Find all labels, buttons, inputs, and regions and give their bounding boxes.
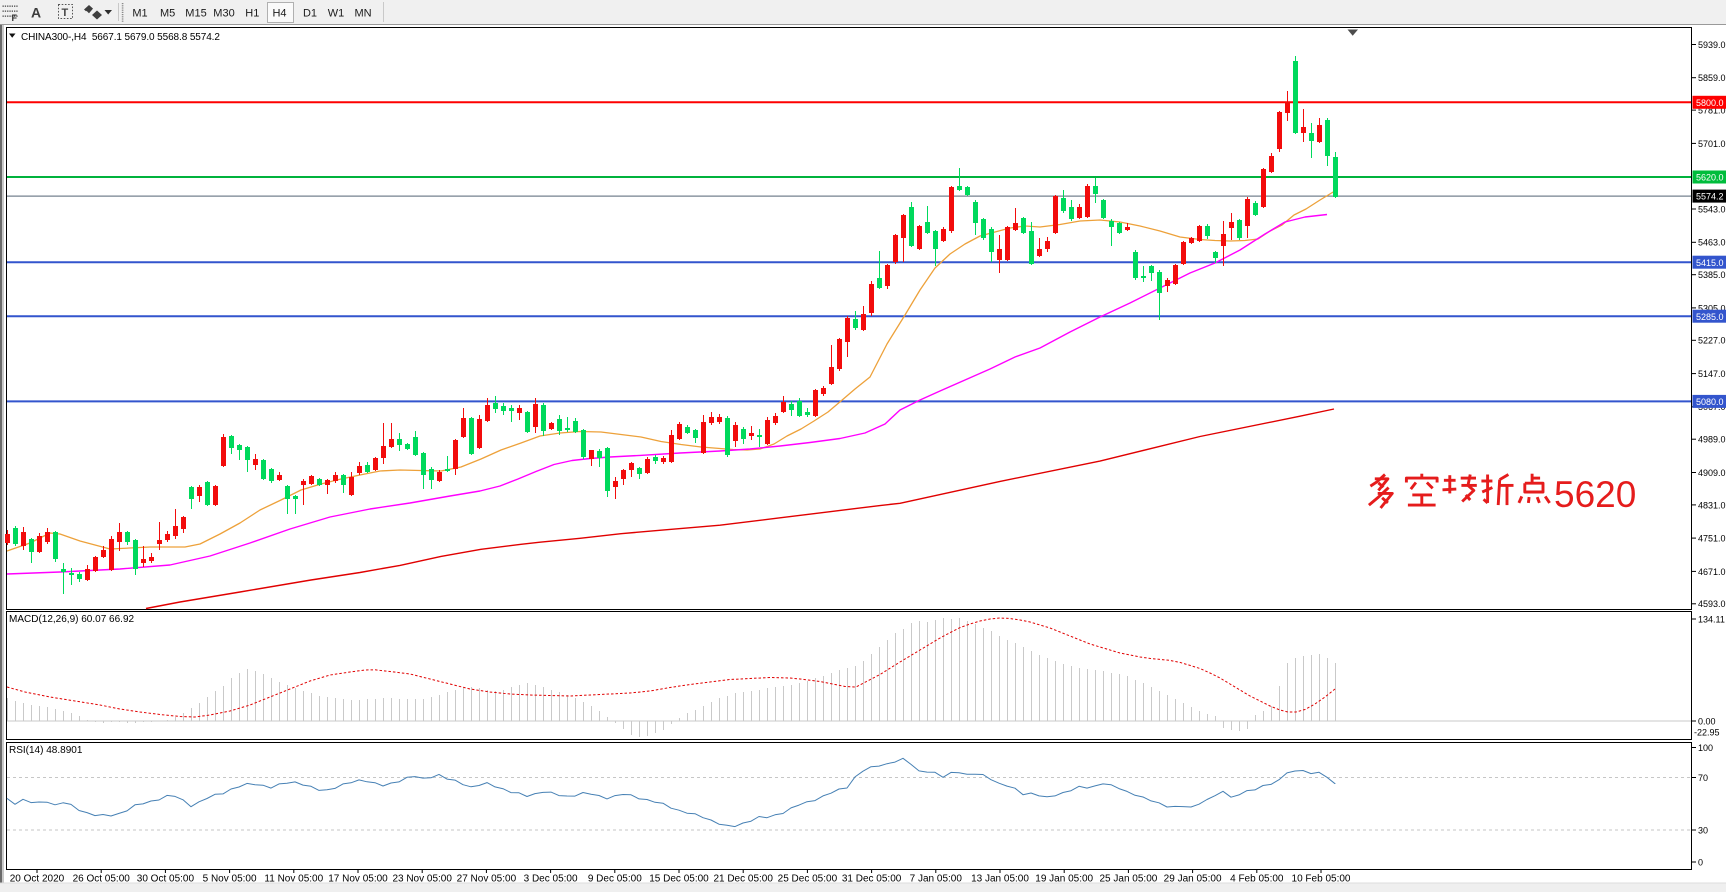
- svg-text:W1: W1: [328, 8, 345, 20]
- svg-text:100: 100: [1698, 743, 1713, 753]
- svg-text:30 Oct 05:00: 30 Oct 05:00: [137, 874, 195, 885]
- svg-text:9 Dec 05:00: 9 Dec 05:00: [588, 874, 642, 885]
- svg-text:CHINA300-,H4 5667.1 5679.0 55: CHINA300-,H4 5667.1 5679.0 5568.8 5574.2: [21, 32, 220, 43]
- svg-text:11 Nov 05:00: 11 Nov 05:00: [264, 874, 323, 885]
- svg-text:19 Jan 05:00: 19 Jan 05:00: [1035, 874, 1093, 885]
- svg-text:5463.0: 5463.0: [1698, 238, 1726, 248]
- svg-text:A: A: [31, 5, 41, 21]
- svg-text:5147.0: 5147.0: [1698, 369, 1726, 379]
- svg-text:31 Dec 05:00: 31 Dec 05:00: [842, 874, 902, 885]
- svg-text:20 Oct 2020: 20 Oct 2020: [10, 874, 65, 885]
- svg-text:MN: MN: [354, 8, 371, 20]
- svg-text:26 Oct 05:00: 26 Oct 05:00: [73, 874, 131, 885]
- svg-text:4989.0: 4989.0: [1698, 435, 1726, 445]
- svg-text:70: 70: [1698, 773, 1708, 783]
- svg-text:5701.0: 5701.0: [1698, 139, 1726, 149]
- svg-text:H1: H1: [245, 8, 259, 20]
- svg-text:0: 0: [1698, 857, 1703, 867]
- svg-text:T: T: [62, 7, 69, 19]
- svg-text:134.11: 134.11: [1698, 614, 1725, 624]
- svg-text:7 Jan 05:00: 7 Jan 05:00: [910, 874, 963, 885]
- svg-text:4909.0: 4909.0: [1698, 468, 1726, 478]
- svg-text:H4: H4: [272, 8, 286, 20]
- svg-text:29 Jan 05:00: 29 Jan 05:00: [1164, 874, 1222, 885]
- svg-text:5620.0: 5620.0: [1696, 173, 1724, 183]
- svg-text:21 Dec 05:00: 21 Dec 05:00: [713, 874, 773, 885]
- svg-text:30: 30: [1698, 825, 1708, 835]
- svg-text:23 Nov 05:00: 23 Nov 05:00: [392, 874, 452, 885]
- svg-text:5080.0: 5080.0: [1696, 397, 1724, 407]
- svg-text:4 Feb 05:00: 4 Feb 05:00: [1230, 874, 1284, 885]
- svg-text:M15: M15: [185, 8, 206, 20]
- svg-text:5305.0: 5305.0: [1698, 303, 1726, 313]
- svg-text:5 Nov 05:00: 5 Nov 05:00: [203, 874, 257, 885]
- svg-text:5620: 5620: [1554, 474, 1636, 515]
- svg-text:M1: M1: [132, 8, 147, 20]
- svg-text:RSI(14) 48.8901: RSI(14) 48.8901: [9, 745, 83, 756]
- svg-text:17 Nov 05:00: 17 Nov 05:00: [328, 874, 388, 885]
- svg-text:5415.0: 5415.0: [1696, 258, 1724, 268]
- svg-text:3 Dec 05:00: 3 Dec 05:00: [524, 874, 578, 885]
- svg-text:4831.0: 4831.0: [1698, 500, 1726, 510]
- svg-text:5781.0: 5781.0: [1698, 106, 1726, 116]
- svg-text:5939.0: 5939.0: [1698, 40, 1726, 50]
- svg-text:15 Dec 05:00: 15 Dec 05:00: [649, 874, 709, 885]
- svg-text:MACD(12,26,9) 60.07 66.92: MACD(12,26,9) 60.07 66.92: [9, 614, 135, 625]
- svg-text:-22.95: -22.95: [1694, 727, 1720, 737]
- svg-text:5543.0: 5543.0: [1698, 204, 1726, 214]
- svg-text:4593.0: 4593.0: [1698, 599, 1726, 609]
- svg-text:25 Dec 05:00: 25 Dec 05:00: [778, 874, 838, 885]
- svg-text:4751.0: 4751.0: [1698, 534, 1726, 544]
- svg-text:5385.0: 5385.0: [1698, 270, 1726, 280]
- svg-text:M5: M5: [160, 8, 175, 20]
- svg-text:0.00: 0.00: [1698, 716, 1716, 726]
- svg-text:D1: D1: [303, 8, 317, 20]
- svg-text:5574.2: 5574.2: [1696, 192, 1724, 202]
- svg-text:5800.0: 5800.0: [1696, 98, 1724, 108]
- svg-text:5227.0: 5227.0: [1698, 336, 1726, 346]
- svg-text:10 Feb 05:00: 10 Feb 05:00: [1292, 874, 1351, 885]
- svg-text:5285.0: 5285.0: [1696, 312, 1724, 322]
- svg-text:13 Jan 05:00: 13 Jan 05:00: [971, 874, 1029, 885]
- svg-text:25 Jan 05:00: 25 Jan 05:00: [1099, 874, 1157, 885]
- svg-text:27 Nov 05:00: 27 Nov 05:00: [457, 874, 517, 885]
- svg-text:M30: M30: [213, 8, 234, 20]
- svg-text:F: F: [12, 13, 18, 23]
- svg-text:4671.0: 4671.0: [1698, 567, 1726, 577]
- svg-text:5859.0: 5859.0: [1698, 73, 1726, 83]
